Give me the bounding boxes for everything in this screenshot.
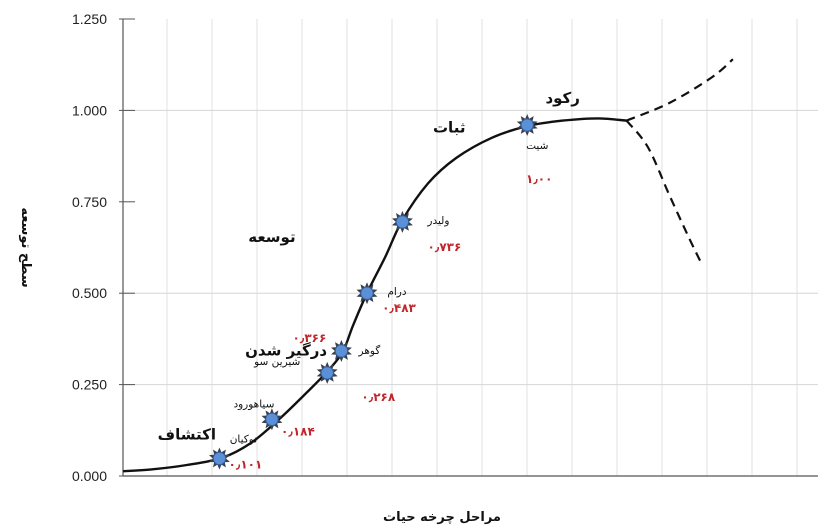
phase-label: توسعه — [248, 228, 295, 246]
rejuvenation-branch-dashed — [626, 58, 734, 122]
point-marker — [265, 412, 279, 427]
point-name-label: ولیدر — [426, 215, 449, 227]
y-tick-label: 1.250 — [72, 11, 107, 27]
lifecycle-curve — [122, 58, 734, 473]
y-tick-label: 0.750 — [72, 194, 107, 210]
y-tick-labels: 1.250 1.000 0.750 0.500 0.250 0.000 — [72, 11, 107, 484]
point-value-label: ۰٫۷۳۶ — [428, 240, 462, 254]
point-value-label: ۰٫۲۶۸ — [361, 390, 395, 404]
x-axis-label: مراحل چرخه حیات — [383, 510, 501, 525]
y-tick-label: 1.000 — [72, 102, 107, 118]
point-marker — [334, 344, 349, 358]
decline-branch-dashed — [625, 119, 703, 265]
point-marker — [320, 366, 334, 380]
data-points: نوکیان ۰٫۱۰۱ سیاهورود ۰٫۱۸۴ شیرین سو گوهر ۰٫۳۶… — [209, 114, 552, 471]
point-value-label: ۱٫۰۰ — [526, 172, 552, 186]
point-marker — [212, 451, 227, 466]
point-name-label: شیرین سو — [253, 356, 300, 368]
phase-label: ثبات — [433, 118, 465, 136]
point-value-label: ۰٫۴۸۳ — [382, 301, 416, 315]
point-marker — [360, 286, 374, 300]
point-name-label: نوکیان — [230, 433, 257, 445]
phase-labels: اکتشاف درگیر شدن توسعه ثبات رکود — [158, 89, 580, 443]
point-name-label: سیاهورود — [233, 398, 274, 410]
point-value-label: ۰٫۱۰۱ — [229, 457, 263, 471]
axes — [119, 18, 818, 477]
phase-label: رکود — [545, 89, 579, 107]
point-value-label: ۰٫۱۸۴ — [281, 424, 315, 438]
y-axis-label: سطح توسعه — [18, 207, 33, 287]
point-marker — [395, 215, 410, 229]
point-name-label: درام — [387, 286, 406, 298]
point-marker — [520, 118, 534, 132]
y-tick-label: 0.000 — [72, 468, 107, 484]
phase-label: اکتشاف — [158, 425, 216, 443]
point-value-label: ۰٫۳۶۶ — [293, 331, 327, 345]
point-name-label: شیت — [526, 140, 548, 152]
point-name-label: گوهر — [358, 344, 381, 357]
y-tick-label: 0.250 — [72, 377, 107, 393]
y-tick-label: 0.500 — [72, 285, 107, 301]
gridlines — [123, 19, 818, 476]
phase-label: درگیر شدن — [245, 341, 327, 359]
